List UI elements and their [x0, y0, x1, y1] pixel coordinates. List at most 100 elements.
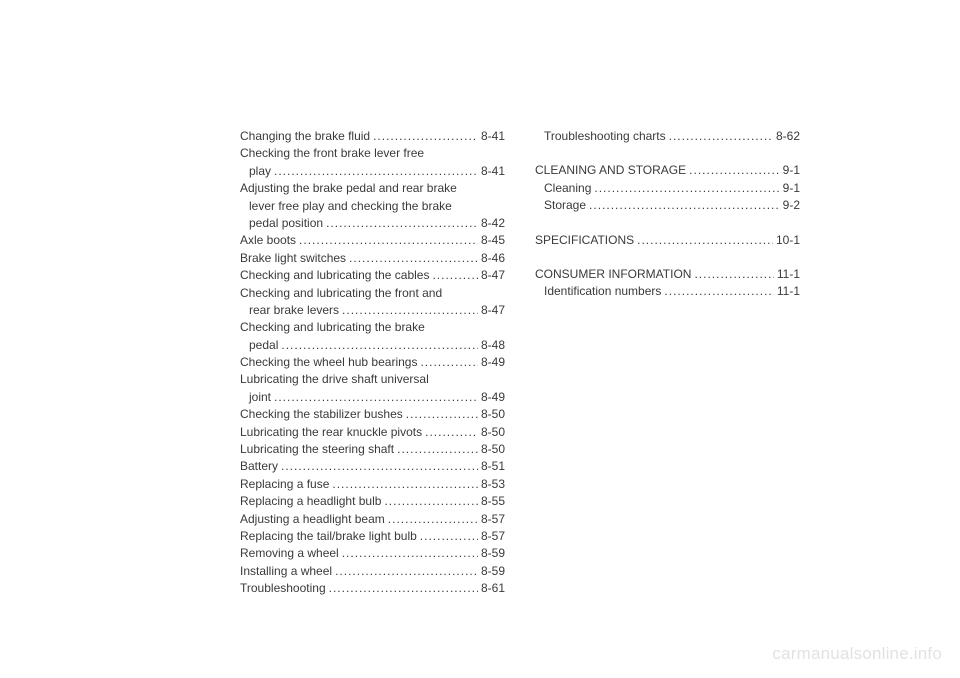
toc-leader-dots	[397, 441, 478, 458]
toc-page: 8-41	[481, 128, 505, 145]
toc-entry: lever free play and checking the brake	[240, 198, 505, 215]
toc-leader-dots	[329, 580, 478, 597]
toc-leader-dots	[281, 458, 478, 475]
toc-entry: joint 8-49	[240, 389, 505, 406]
toc-label: Checking the front brake lever free	[240, 145, 424, 162]
toc-entry: Changing the brake fluid 8-41	[240, 128, 505, 145]
toc-leader-dots	[332, 476, 478, 493]
toc-label: Checking and lubricating the brake	[240, 319, 425, 336]
toc-page: 8-45	[481, 232, 505, 249]
toc-page: 8-57	[481, 511, 505, 528]
toc-entry: Replacing the tail/brake light bulb 8-57	[240, 528, 505, 545]
toc-page: 8-49	[481, 354, 505, 371]
toc-entry: CLEANING AND STORAGE 9-1	[535, 162, 800, 179]
toc-page: 10-1	[776, 232, 800, 249]
toc-label: SPECIFICATIONS	[535, 232, 634, 249]
toc-label: Troubleshooting	[240, 580, 326, 597]
toc-leader-dots	[589, 197, 780, 214]
toc-entry: pedal 8-48	[240, 337, 505, 354]
toc-label: Axle boots	[240, 232, 296, 249]
toc-label: play	[249, 163, 271, 180]
toc-entry: Checking and lubricating the brake	[240, 319, 505, 336]
toc-entry: play 8-41	[240, 163, 505, 180]
toc-entry: Adjusting a headlight beam 8-57	[240, 511, 505, 528]
toc-page: 11-1	[777, 266, 800, 283]
toc-label: Changing the brake fluid	[240, 128, 370, 145]
toc-label: rear brake levers	[249, 302, 339, 319]
toc-leader-dots	[669, 128, 773, 145]
toc-label: Battery	[240, 458, 278, 475]
toc-page: 8-59	[481, 545, 505, 562]
toc-label: Removing a wheel	[240, 545, 339, 562]
toc-label: Checking and lubricating the front and	[240, 285, 442, 302]
toc-label: Lubricating the drive shaft universal	[240, 371, 429, 388]
toc-label: Cleaning	[544, 180, 591, 197]
toc-columns: Changing the brake fluid 8-41Checking th…	[240, 128, 800, 598]
toc-leader-dots	[594, 180, 779, 197]
toc-label: Replacing the tail/brake light bulb	[240, 528, 417, 545]
toc-gap	[535, 215, 800, 232]
toc-leader-dots	[326, 215, 478, 232]
toc-label: Checking the stabilizer bushes	[240, 406, 403, 423]
toc-page: 8-49	[481, 389, 505, 406]
toc-entry: Installing a wheel 8-59	[240, 563, 505, 580]
toc-label: Replacing a headlight bulb	[240, 493, 381, 510]
toc-page: 11-1	[777, 283, 800, 300]
toc-entry: CONSUMER INFORMATION 11-1	[535, 266, 800, 283]
toc-leader-dots	[420, 528, 478, 545]
toc-leader-dots	[664, 283, 773, 300]
toc-leader-dots	[281, 337, 478, 354]
toc-page: 9-1	[783, 162, 800, 179]
toc-label: Lubricating the rear knuckle pivots	[240, 424, 422, 441]
toc-column-right: Troubleshooting charts 8-62 CLEANING AND …	[535, 128, 800, 598]
toc-column-left: Changing the brake fluid 8-41Checking th…	[240, 128, 505, 598]
toc-entry: Brake light switches 8-46	[240, 250, 505, 267]
toc-leader-dots	[432, 267, 478, 284]
toc-entry: Checking the front brake lever free	[240, 145, 505, 162]
toc-page: 8-62	[776, 128, 800, 145]
toc-label: Replacing a fuse	[240, 476, 329, 493]
toc-leader-dots	[274, 389, 478, 406]
toc-page: 8-47	[481, 267, 505, 284]
toc-page: 8-55	[481, 493, 505, 510]
toc-leader-dots	[388, 511, 478, 528]
toc-entry: Troubleshooting 8-61	[240, 580, 505, 597]
toc-page: 8-41	[481, 163, 505, 180]
toc-page: 8-53	[481, 476, 505, 493]
toc-entry: Checking and lubricating the front and	[240, 285, 505, 302]
manual-page: Changing the brake fluid 8-41Checking th…	[0, 0, 960, 678]
toc-page: 8-57	[481, 528, 505, 545]
toc-label: Brake light switches	[240, 250, 346, 267]
toc-entry: Troubleshooting charts 8-62	[535, 128, 800, 145]
toc-page: 8-50	[481, 441, 505, 458]
toc-label: pedal position	[249, 215, 323, 232]
toc-page: 8-61	[481, 580, 505, 597]
toc-label: Troubleshooting charts	[544, 128, 666, 145]
toc-gap	[535, 145, 800, 162]
toc-entry: Axle boots 8-45	[240, 232, 505, 249]
toc-entry: Replacing a headlight bulb 8-55	[240, 493, 505, 510]
toc-entry: Lubricating the steering shaft 8-50	[240, 441, 505, 458]
toc-label: Checking and lubricating the cables	[240, 267, 429, 284]
toc-leader-dots	[299, 232, 478, 249]
toc-label: Adjusting the brake pedal and rear brake	[240, 180, 457, 197]
toc-entry: Replacing a fuse 8-53	[240, 476, 505, 493]
toc-leader-dots	[420, 354, 478, 371]
toc-entry: Checking the wheel hub bearings 8-49	[240, 354, 505, 371]
toc-entry: Lubricating the drive shaft universal	[240, 371, 505, 388]
toc-entry: pedal position 8-42	[240, 215, 505, 232]
toc-entry: Storage 9-2	[535, 197, 800, 214]
toc-leader-dots	[342, 545, 478, 562]
toc-leader-dots	[373, 128, 478, 145]
toc-label: Checking the wheel hub bearings	[240, 354, 417, 371]
watermark-text: carmanualsonline.info	[772, 644, 942, 664]
toc-page: 8-48	[481, 337, 505, 354]
toc-entry: Battery 8-51	[240, 458, 505, 475]
toc-entry: Adjusting the brake pedal and rear brake	[240, 180, 505, 197]
toc-entry: Identification numbers 11-1	[535, 283, 800, 300]
toc-label: CLEANING AND STORAGE	[535, 162, 686, 179]
toc-leader-dots	[384, 493, 478, 510]
toc-label: Installing a wheel	[240, 563, 332, 580]
toc-label: CONSUMER INFORMATION	[535, 266, 691, 283]
toc-leader-dots	[689, 162, 780, 179]
